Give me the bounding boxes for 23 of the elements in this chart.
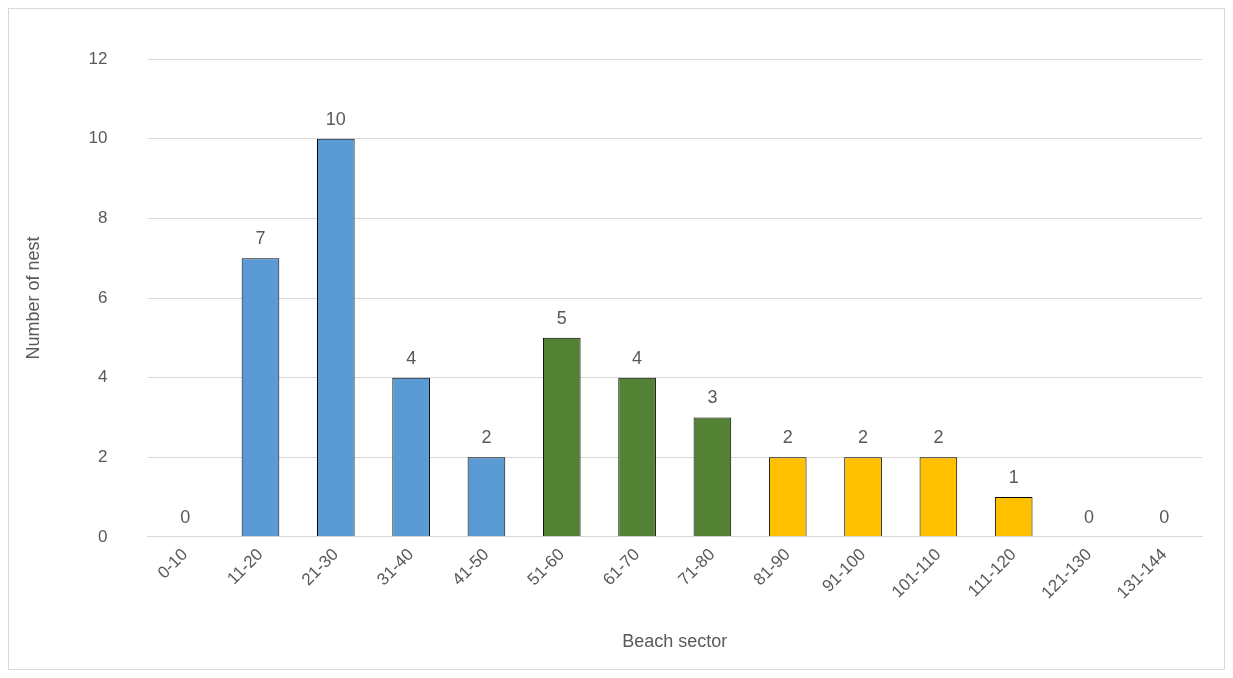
y-tick-label: 6 [98, 287, 108, 307]
data-label: 5 [556, 307, 567, 328]
data-label: 0 [1084, 506, 1095, 527]
y-tick-label: 0 [98, 526, 108, 546]
x-axis-title: Beach sector [622, 631, 728, 652]
data-label: 0 [180, 506, 191, 527]
y-tick-label: 2 [98, 446, 108, 466]
y-tick-label: 12 [88, 48, 108, 68]
data-label: 0 [1159, 506, 1170, 527]
y-tick-label: 4 [98, 367, 108, 387]
y-tick-label: 8 [98, 208, 108, 228]
y-tick-label: 10 [88, 128, 108, 148]
data-label: 2 [782, 427, 793, 448]
data-label: 2 [933, 427, 944, 448]
data-label: 2 [858, 427, 869, 448]
data-label: 10 [325, 108, 346, 129]
y-axis-title: Number of nest [22, 236, 43, 360]
data-label: 3 [707, 387, 718, 408]
data-label: 1 [1008, 467, 1019, 488]
data-label: 4 [406, 347, 417, 368]
data-label: 7 [255, 228, 266, 249]
data-label: 4 [632, 347, 643, 368]
data-label: 2 [481, 427, 492, 448]
